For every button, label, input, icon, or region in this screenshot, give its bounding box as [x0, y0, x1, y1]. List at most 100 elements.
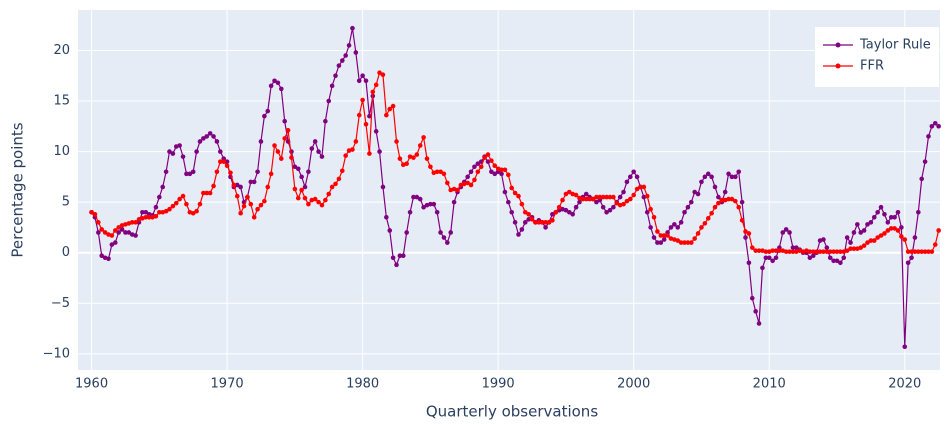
- data-point: [299, 187, 304, 193]
- data-point: [705, 171, 711, 177]
- data-point: [661, 237, 667, 242]
- data-point: [241, 203, 247, 209]
- data-point: [827, 255, 833, 261]
- x-tick-label: 2000: [617, 377, 650, 392]
- data-point: [546, 220, 552, 225]
- data-point: [634, 174, 640, 180]
- data-point: [170, 151, 176, 156]
- data-point: [519, 201, 525, 207]
- data-point: [926, 249, 931, 254]
- data-point: [563, 207, 569, 213]
- data-point: [211, 183, 216, 189]
- data-point: [868, 220, 874, 225]
- data-point: [411, 155, 416, 160]
- data-point: [472, 164, 477, 170]
- data-point: [648, 206, 653, 212]
- y-tick-label: 5: [62, 195, 70, 210]
- data-point: [607, 207, 613, 213]
- data-point: [597, 194, 603, 200]
- data-point: [377, 70, 382, 75]
- data-point: [675, 225, 681, 230]
- y-tick-label: 15: [53, 94, 70, 109]
- data-point: [770, 248, 775, 253]
- data-point: [502, 189, 508, 195]
- data-point: [709, 174, 714, 180]
- data-point: [160, 184, 166, 190]
- data-point: [682, 240, 687, 245]
- data-point: [353, 139, 359, 144]
- data-point: [316, 149, 321, 154]
- data-point: [157, 194, 162, 200]
- data-point: [665, 233, 670, 238]
- data-point: [716, 194, 721, 200]
- data-point: [807, 249, 813, 254]
- data-point: [234, 182, 240, 188]
- data-point: [282, 118, 287, 124]
- data-point: [865, 222, 870, 227]
- data-point: [194, 149, 199, 154]
- data-point: [126, 230, 132, 235]
- data-point: [472, 177, 477, 183]
- data-point: [326, 98, 332, 104]
- data-point: [614, 200, 620, 206]
- data-point: [875, 235, 880, 240]
- data-point: [167, 206, 172, 212]
- y-axis-title: Percentage points: [9, 122, 27, 257]
- data-point: [96, 220, 101, 225]
- data-point: [157, 209, 162, 215]
- data-point: [336, 63, 342, 68]
- data-point: [441, 171, 447, 177]
- data-point: [658, 233, 664, 238]
- data-point: [373, 129, 379, 134]
- data-point: [655, 240, 660, 245]
- data-point: [89, 209, 94, 215]
- y-tick-label: −10: [43, 346, 70, 361]
- data-point: [133, 220, 138, 225]
- data-point: [434, 209, 440, 215]
- data-point: [350, 147, 355, 152]
- data-point: [848, 246, 853, 251]
- data-point: [367, 113, 372, 119]
- data-point: [878, 233, 884, 238]
- data-point: [621, 189, 626, 195]
- data-point: [140, 209, 145, 215]
- data-point: [916, 249, 921, 254]
- data-point: [604, 209, 609, 215]
- data-point: [892, 215, 897, 220]
- data-point: [363, 121, 369, 127]
- grid: [78, 10, 940, 370]
- data-point: [682, 209, 687, 215]
- data-point: [628, 196, 633, 202]
- x-axis-title: Quarterly observations: [426, 403, 598, 421]
- data-point: [550, 218, 555, 223]
- data-point: [272, 78, 277, 84]
- data-point: [417, 143, 423, 148]
- data-point: [187, 171, 193, 177]
- data-point: [387, 106, 393, 112]
- data-point: [583, 196, 589, 202]
- data-point: [831, 249, 836, 254]
- data-point: [339, 168, 345, 174]
- data-point: [228, 170, 233, 176]
- data-point: [99, 227, 105, 232]
- data-point: [112, 228, 118, 233]
- data-point: [722, 189, 728, 195]
- data-point: [448, 230, 454, 235]
- data-point: [543, 220, 548, 225]
- data-point: [414, 152, 420, 157]
- data-point: [594, 194, 599, 200]
- data-point: [238, 210, 243, 216]
- legend-marker: [835, 63, 841, 69]
- data-point: [794, 245, 799, 250]
- data-point: [648, 225, 653, 230]
- data-point: [766, 255, 772, 261]
- data-point: [343, 153, 348, 158]
- data-point: [299, 174, 304, 180]
- data-point: [302, 184, 308, 190]
- data-point: [888, 215, 894, 220]
- data-point: [885, 228, 891, 233]
- data-point: [431, 201, 437, 207]
- data-point: [258, 139, 264, 144]
- data-point: [739, 199, 745, 205]
- data-point: [116, 225, 121, 230]
